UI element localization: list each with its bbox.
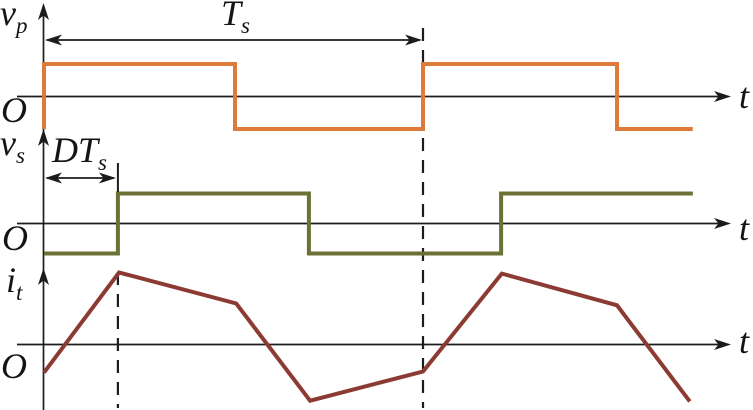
period-Ts-label: Ts	[221, 0, 250, 39]
vertical-axis-arrowhead	[38, 268, 49, 285]
vp-axis-label: vp	[0, 0, 28, 39]
origin-label-top: O	[1, 90, 27, 130]
Ts-arrowhead-left	[45, 34, 62, 46]
wave-it	[42, 270, 692, 403]
vertical-axis-arrowhead	[38, 3, 49, 20]
phase-shift-DTs-label: DTs	[52, 130, 107, 176]
origin-label-bottom: O	[1, 346, 27, 386]
DTs-arrowhead-right	[98, 172, 116, 184]
time-axis-arrowhead	[714, 218, 731, 229]
time-axis-label-bottom: t	[739, 321, 750, 361]
origin-label-middle: O	[2, 218, 28, 258]
DTs-arrowhead-left	[45, 172, 62, 184]
wave-vp	[42, 62, 693, 131]
Ts-arrowhead-right	[405, 34, 422, 46]
vs-axis-label: vs	[0, 123, 25, 169]
it-axis-label: it	[6, 260, 23, 306]
time-axis-arrowhead	[714, 91, 731, 102]
time-axis-label-top: t	[739, 76, 750, 116]
time-axis-arrowhead	[714, 339, 731, 350]
time-axis-label-middle: t	[739, 208, 750, 248]
vertical-axis-arrowhead	[38, 129, 49, 146]
wave-vs	[44, 191, 693, 256]
